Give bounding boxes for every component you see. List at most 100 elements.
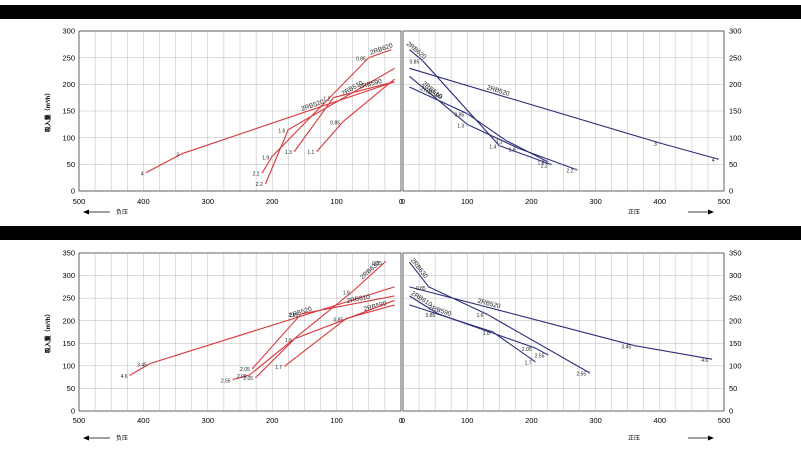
chart2-pressure-point-label: 1.6 — [477, 313, 484, 319]
chart1-pressure-point — [575, 168, 578, 171]
chart1-vacuum-point — [332, 96, 335, 99]
chart1-pressure-point-label: 1.4 — [489, 145, 496, 151]
chart2-pressure-point-label: 2.05 — [522, 347, 532, 353]
chart2-vacuum-point-label: 0.85 — [372, 261, 382, 267]
chart2-pressure-series-line — [408, 261, 590, 374]
chart1-xtick-pressure: 0 — [401, 197, 405, 206]
chart2-ytick-right: 250 — [729, 294, 742, 303]
chart2-ylabel: 吸入量（m³/h） — [44, 311, 52, 354]
chart1-ytick-left: 50 — [67, 160, 75, 169]
chart2-ytick-left: 0 — [71, 407, 75, 416]
chart2-vacuum-point-label: 2.55 — [221, 378, 231, 384]
chart2-pressure-point-label: 4.6 — [701, 358, 708, 364]
chart2-xtick-pressure: 300 — [589, 416, 602, 425]
chart1-vacuum-series-name: 2RB590 — [358, 78, 383, 91]
chart1-vacuum-point-label: 3 — [176, 153, 179, 159]
chart1-xtick-vacuum: 0 — [399, 197, 403, 206]
chart1-xtick-vacuum: 500 — [73, 197, 86, 206]
chart1-vacuum-series-name: 2RB620 — [369, 42, 394, 57]
chart2-vacuum-point-label: 0.85 — [334, 317, 344, 323]
chart2-vacuum-point — [248, 373, 251, 376]
chart2-vacuum-series-name: 2RB610 — [346, 294, 371, 305]
chart2-pressure-label: 正压 — [628, 435, 640, 442]
chart1-pressure-point-label: 1.3 — [457, 123, 464, 129]
chart1-pressure-point-label: 2.2 — [566, 169, 573, 175]
chart2-xtick-vacuum: 400 — [137, 416, 150, 425]
chart2-pressure-point — [533, 346, 536, 349]
chart2-pressure-point-label: 3.45 — [621, 345, 631, 351]
chart1-vacuum-point-label: 0.85 — [356, 57, 366, 63]
chart2-vacuum-point-label: 1.7 — [275, 365, 282, 371]
chart2-ytick-left: 300 — [62, 271, 75, 280]
chart2-vacuum-point — [148, 362, 151, 365]
chart2-xtick-pressure: 100 — [461, 416, 474, 425]
chart1-vacuum-series-line — [262, 49, 392, 173]
chart2-xtick-pressure: 200 — [525, 416, 538, 425]
chart2-vacuum-point — [300, 312, 303, 316]
chart1-ytick-right: 100 — [729, 133, 742, 142]
chart1-ytick-right: 300 — [729, 27, 742, 36]
chart1-ytick-right: 200 — [729, 80, 742, 89]
chart1-vacuum-point-label: 4 — [141, 171, 144, 177]
chart1-pressure-point — [421, 59, 424, 62]
chart1-pressure-point — [549, 163, 552, 166]
chart2-pressure-point — [485, 312, 488, 316]
chart1-pressure-point-label: 1.6 — [537, 161, 544, 167]
chart2-ytick-left: 350 — [62, 249, 75, 258]
chart1-vacuum-point-label: 2.2 — [253, 171, 260, 177]
chart1-vacuum-point — [264, 181, 267, 185]
chart2-ytick-left: 100 — [62, 361, 75, 370]
middle-band — [0, 226, 801, 240]
chart1-xtick-vacuum: 300 — [202, 197, 215, 206]
chart2-vacuum-point — [129, 373, 132, 376]
chart1-pressure-point-label: 1.6 — [509, 147, 516, 153]
chart2-ytick-right: 350 — [729, 249, 742, 258]
chart2-pressure-point-label: 1.7 — [525, 360, 532, 366]
chart2-pressure-point — [546, 353, 549, 356]
chart2-ytick-right: 50 — [729, 384, 737, 393]
chart1-pressure-point — [504, 139, 507, 142]
chart1-vacuum-point — [145, 171, 148, 174]
chart2-xtick-vacuum: 100 — [330, 416, 343, 425]
chart2-vacuum-label: 负压 — [116, 434, 128, 442]
chart1-vacuum-point-label: 1.9 — [262, 155, 269, 161]
chart1-pressure-point-label: 0.85 — [410, 59, 420, 65]
chart2-ytick-right: 150 — [729, 339, 742, 348]
chart2-xtick-vacuum: 300 — [202, 416, 215, 425]
chart2-pressure-point — [533, 360, 536, 363]
chart1-xtick-vacuum: 400 — [137, 197, 150, 206]
chart1-vacuum-point — [367, 56, 370, 59]
chart2-vacuum-series-name: 2RB630 — [359, 260, 381, 281]
chart2-ytick-left: 50 — [67, 384, 75, 393]
chart2-frame-left — [78, 252, 402, 412]
chart2-pressure-point — [427, 285, 430, 288]
chart2-ytick-right: 0 — [729, 407, 733, 416]
chart1-ytick-left: 100 — [62, 133, 75, 142]
chart1-frame-left — [78, 30, 402, 192]
chart1-pressure-point — [466, 123, 469, 126]
chart2-vacuum-point-label: 1.9 — [343, 290, 350, 296]
chart1-vacuum-point-label: 1.6 — [278, 129, 285, 135]
chart2-xtick-vacuum: 500 — [73, 416, 86, 425]
chart1-vacuum-point — [271, 155, 274, 158]
chart2-vacuum-point-label: 4.6 — [121, 374, 128, 380]
chart2-pressure-point — [710, 357, 713, 361]
chart1-ytick-left: 150 — [62, 107, 75, 116]
chart1-pressure-point — [466, 112, 469, 115]
chart1-xtick-vacuum: 100 — [330, 197, 343, 206]
chart1-vacuum-label: 负压 — [116, 208, 128, 216]
chart1-xtick-pressure: 100 — [461, 197, 474, 206]
chart2-vacuum-point — [251, 367, 254, 370]
chart2-pressure-point — [588, 371, 591, 374]
chart1-ytick-left: 250 — [62, 53, 75, 62]
chart1-pressure-point — [498, 144, 501, 147]
chart2-pressure-point — [633, 344, 636, 347]
chart1-ytick-right: 0 — [729, 187, 733, 196]
chart2-pressure-series-name: 2RB520 — [477, 298, 502, 311]
chart1-xtick-pressure: 200 — [525, 197, 538, 206]
chart2-pressure-point-label: 1.6 — [483, 331, 490, 337]
chart2-vacuum-point — [283, 364, 287, 367]
chart2-xtick-pressure: 400 — [654, 416, 667, 425]
chart2-pressure-series-line — [409, 295, 548, 356]
